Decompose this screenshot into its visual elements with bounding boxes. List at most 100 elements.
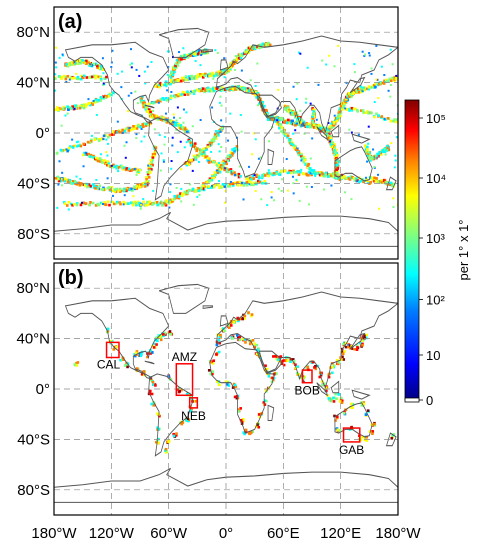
density-cell <box>145 183 149 187</box>
density-cell <box>176 106 179 109</box>
density-cell <box>257 347 260 350</box>
density-cell <box>176 61 180 64</box>
density-cell <box>124 202 128 205</box>
density-cell <box>96 66 99 69</box>
density-cell <box>95 178 98 181</box>
density-cell <box>200 54 203 57</box>
density-cell <box>177 387 181 390</box>
density-cell <box>280 189 283 192</box>
density-cell <box>311 123 314 127</box>
density-cell <box>208 87 212 91</box>
density-cell <box>305 123 308 127</box>
density-cell <box>243 314 247 318</box>
density-cell <box>341 352 345 356</box>
density-cell <box>350 106 354 110</box>
density-cell <box>285 158 288 161</box>
colorbar-tick-label: 0 <box>426 393 433 408</box>
density-cell <box>168 121 172 124</box>
density-cell <box>94 76 97 80</box>
density-cell <box>222 88 225 91</box>
density-cell <box>367 125 370 128</box>
density-cell <box>332 175 336 178</box>
density-cell <box>167 74 171 78</box>
density-cell <box>134 90 137 93</box>
density-cell <box>77 144 80 148</box>
density-cell <box>194 75 197 78</box>
density-cell <box>349 175 353 178</box>
density-cell <box>102 203 105 206</box>
density-cell <box>362 401 366 404</box>
density-cell <box>337 392 340 396</box>
density-cell <box>217 383 221 386</box>
density-cell <box>212 160 216 164</box>
density-cell <box>255 181 258 184</box>
density-cell <box>333 143 336 146</box>
density-cell <box>56 175 59 178</box>
density-cell <box>227 326 231 329</box>
density-cell <box>296 82 299 85</box>
density-cell <box>90 75 94 79</box>
density-cell <box>223 72 226 75</box>
density-cell <box>363 88 367 92</box>
panel-b-label: (b) <box>58 267 84 289</box>
colorbar-tick-label: 10⁴ <box>426 171 446 186</box>
density-cell <box>235 145 239 148</box>
density-cell <box>60 77 63 80</box>
density-cell <box>151 380 155 384</box>
density-cell <box>69 107 72 111</box>
density-cell <box>305 121 308 125</box>
density-cell <box>175 186 178 189</box>
density-cell <box>371 178 374 181</box>
density-cell <box>336 430 340 433</box>
density-cell <box>168 118 172 122</box>
density-cell <box>351 403 355 406</box>
density-cell <box>206 145 210 149</box>
density-cell <box>198 49 201 52</box>
density-cell <box>252 181 256 185</box>
density-cell <box>165 112 168 115</box>
density-cell <box>94 62 98 66</box>
density-cell <box>131 127 134 131</box>
density-cell <box>373 177 377 181</box>
density-cell <box>196 50 200 53</box>
density-cell <box>294 115 298 119</box>
density-cell <box>314 174 317 177</box>
density-cell <box>65 178 68 182</box>
density-cell <box>189 409 192 413</box>
density-cell <box>364 150 367 153</box>
density-cell <box>208 142 212 145</box>
density-cell <box>312 110 315 113</box>
density-cell <box>153 128 156 131</box>
density-cell <box>215 353 218 356</box>
density-cell <box>187 75 191 78</box>
density-cell <box>253 174 256 177</box>
density-cell <box>199 74 203 78</box>
density-cell <box>54 176 58 180</box>
density-cell <box>233 395 237 399</box>
density-cell <box>285 108 288 111</box>
density-cell <box>102 186 105 190</box>
density-cell <box>289 121 293 125</box>
density-cell <box>167 201 171 205</box>
density-cell <box>358 180 361 183</box>
density-cell <box>335 397 338 400</box>
density-cell <box>187 418 191 421</box>
density-cell <box>303 132 306 135</box>
density-cell <box>287 110 291 114</box>
density-cell <box>236 335 240 339</box>
density-cell <box>165 117 168 121</box>
density-cell <box>343 98 347 102</box>
density-cell <box>271 173 275 177</box>
density-cell <box>74 104 78 107</box>
density-cell <box>95 113 98 116</box>
density-cell <box>264 364 267 368</box>
density-cell <box>150 61 153 64</box>
density-cell <box>193 90 196 93</box>
density-cell <box>162 333 165 336</box>
density-cell <box>83 151 86 155</box>
density-cell <box>112 348 116 351</box>
density-cell <box>66 63 70 66</box>
density-cell <box>335 119 338 123</box>
density-cell <box>361 50 364 53</box>
density-cell <box>303 375 307 379</box>
